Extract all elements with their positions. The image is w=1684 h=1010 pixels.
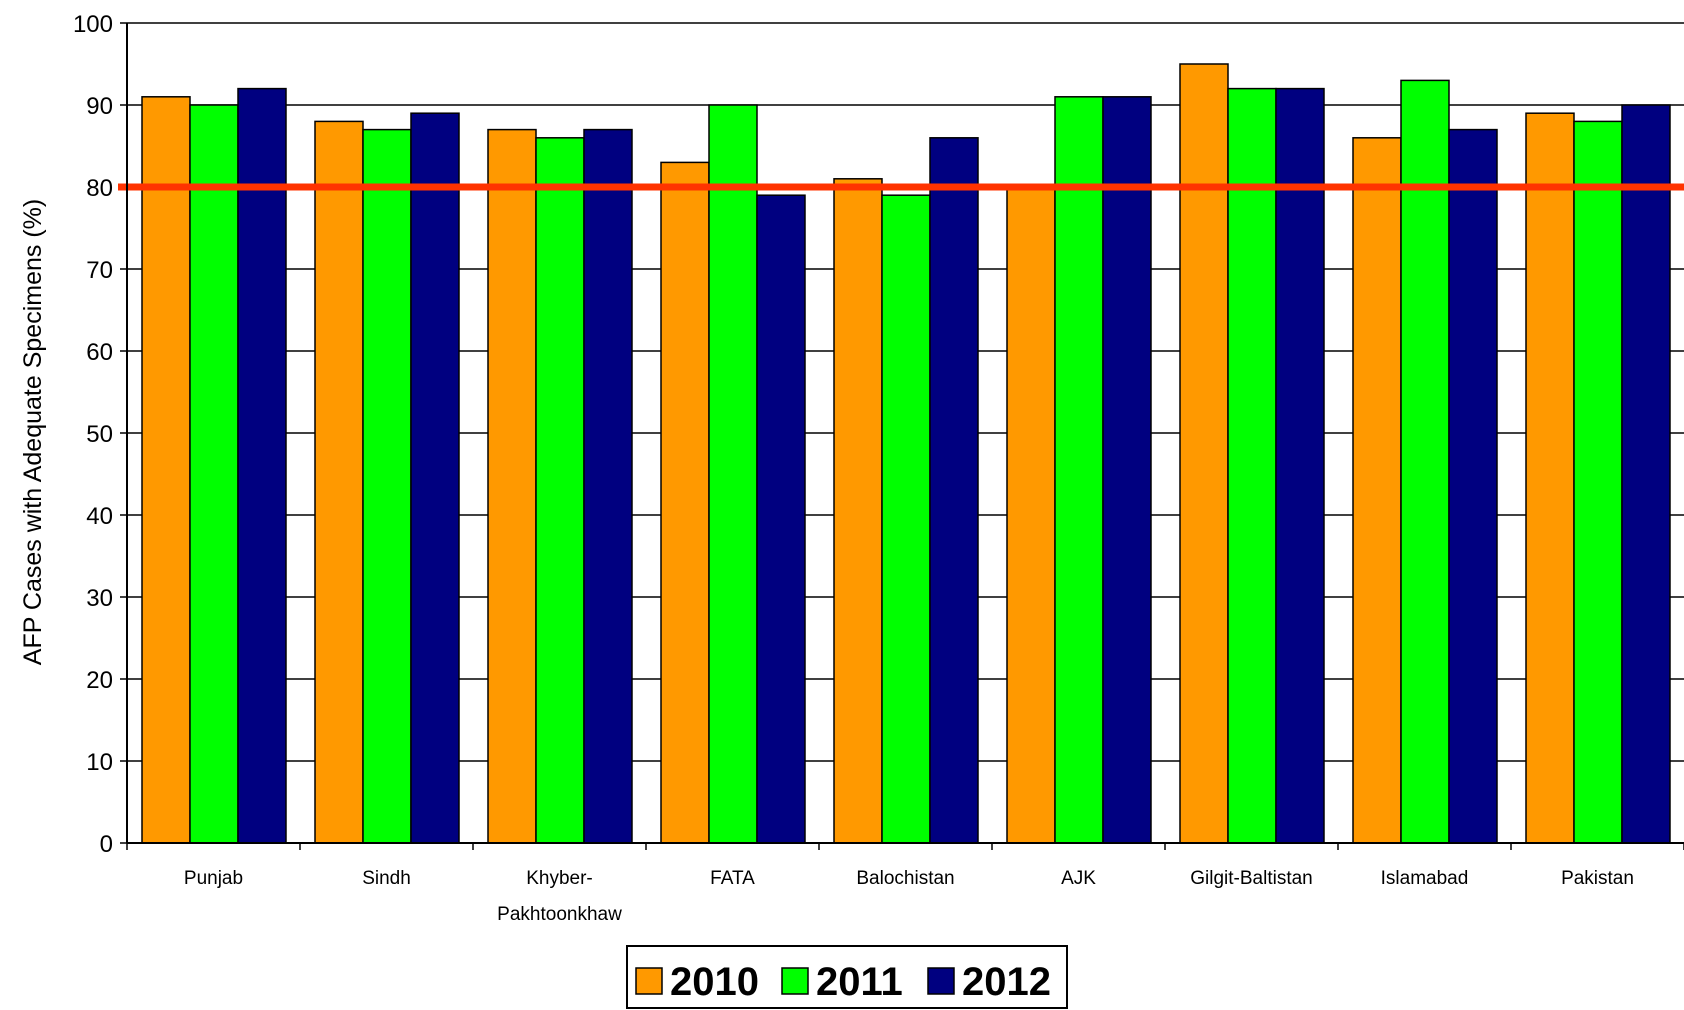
bar-2011-8 (1573, 120, 1623, 844)
bar-2012-5 (1102, 96, 1152, 844)
bar-2012-1 (410, 112, 460, 844)
bars (141, 63, 1671, 844)
y-tick-label: 20 (86, 667, 113, 694)
bar-2010-8 (1525, 112, 1575, 844)
bar-2010-2 (487, 128, 537, 844)
y-tick-labels: 0 10 20 30 40 50 60 70 80 90 100 (73, 11, 113, 858)
bar-2012-4 (929, 137, 979, 844)
bar-2012-0 (237, 87, 287, 844)
axes (126, 23, 1684, 850)
bar-2011-6 (1227, 87, 1277, 844)
bar-2010-1 (314, 120, 364, 844)
x-category-label: Sindh (362, 868, 411, 889)
bar-2012-2 (583, 128, 633, 844)
y-tick-label: 60 (86, 339, 113, 366)
y-tick-label: 10 (86, 749, 113, 776)
y-tick-label: 80 (86, 175, 113, 202)
x-category-label: Punjab (184, 868, 243, 889)
bar-2010-3 (660, 161, 710, 844)
legend-swatch-2010 (635, 967, 663, 995)
bar-2010-7 (1352, 137, 1402, 844)
legend-label-2010: 2010 (670, 960, 759, 1004)
bar-2011-5 (1054, 96, 1104, 844)
bar-2012-7 (1448, 128, 1498, 844)
bar-2011-2 (535, 137, 585, 844)
bar-2011-7 (1400, 79, 1450, 844)
bar-2011-0 (189, 104, 239, 844)
legend-swatch-2011 (781, 967, 809, 995)
legend-swatch-2012 (927, 967, 955, 995)
bar-2010-0 (141, 96, 191, 844)
y-tick-label: 30 (86, 585, 113, 612)
bar-2010-6 (1179, 63, 1229, 844)
x-category-label: FATA (710, 868, 755, 889)
bar-2011-3 (708, 104, 758, 844)
y-tick-label: 70 (86, 257, 113, 284)
y-tick-label: 50 (86, 421, 113, 448)
x-category-label: AJK (1061, 868, 1096, 889)
bar-2012-6 (1275, 87, 1325, 844)
bar-2012-8 (1621, 104, 1671, 844)
x-category-label: Islamabad (1381, 868, 1469, 889)
bar-2011-1 (362, 128, 412, 844)
y-tick-label: 90 (86, 93, 113, 120)
y-axis-title: AFP Cases with Adequate Specimens (%) (19, 199, 47, 665)
x-category-labels: Punjab Sindh Khyber- Pakhtoonkhaw FATA Baloch… (184, 868, 1634, 925)
bar-2011-4 (881, 194, 931, 844)
x-category-label: Pakistan (1561, 868, 1634, 889)
bar-2010-4 (833, 178, 883, 844)
y-tick-label: 0 (100, 831, 113, 858)
x-category-label: Pakhtoonkhaw (497, 904, 622, 925)
legend: 2010 2011 2012 (626, 945, 1068, 1009)
bar-2012-3 (756, 194, 806, 844)
y-tick-label: 100 (73, 11, 113, 38)
x-category-label: Khyber- (526, 868, 593, 889)
legend-label-2011: 2011 (816, 960, 903, 1004)
y-tick-label: 40 (86, 503, 113, 530)
bar-2010-5 (1006, 186, 1056, 844)
legend-label-2012: 2012 (962, 960, 1051, 1004)
x-category-label: Balochistan (856, 868, 954, 889)
x-category-label: Gilgit-Baltistan (1190, 868, 1313, 889)
legend-box (626, 945, 1068, 1009)
